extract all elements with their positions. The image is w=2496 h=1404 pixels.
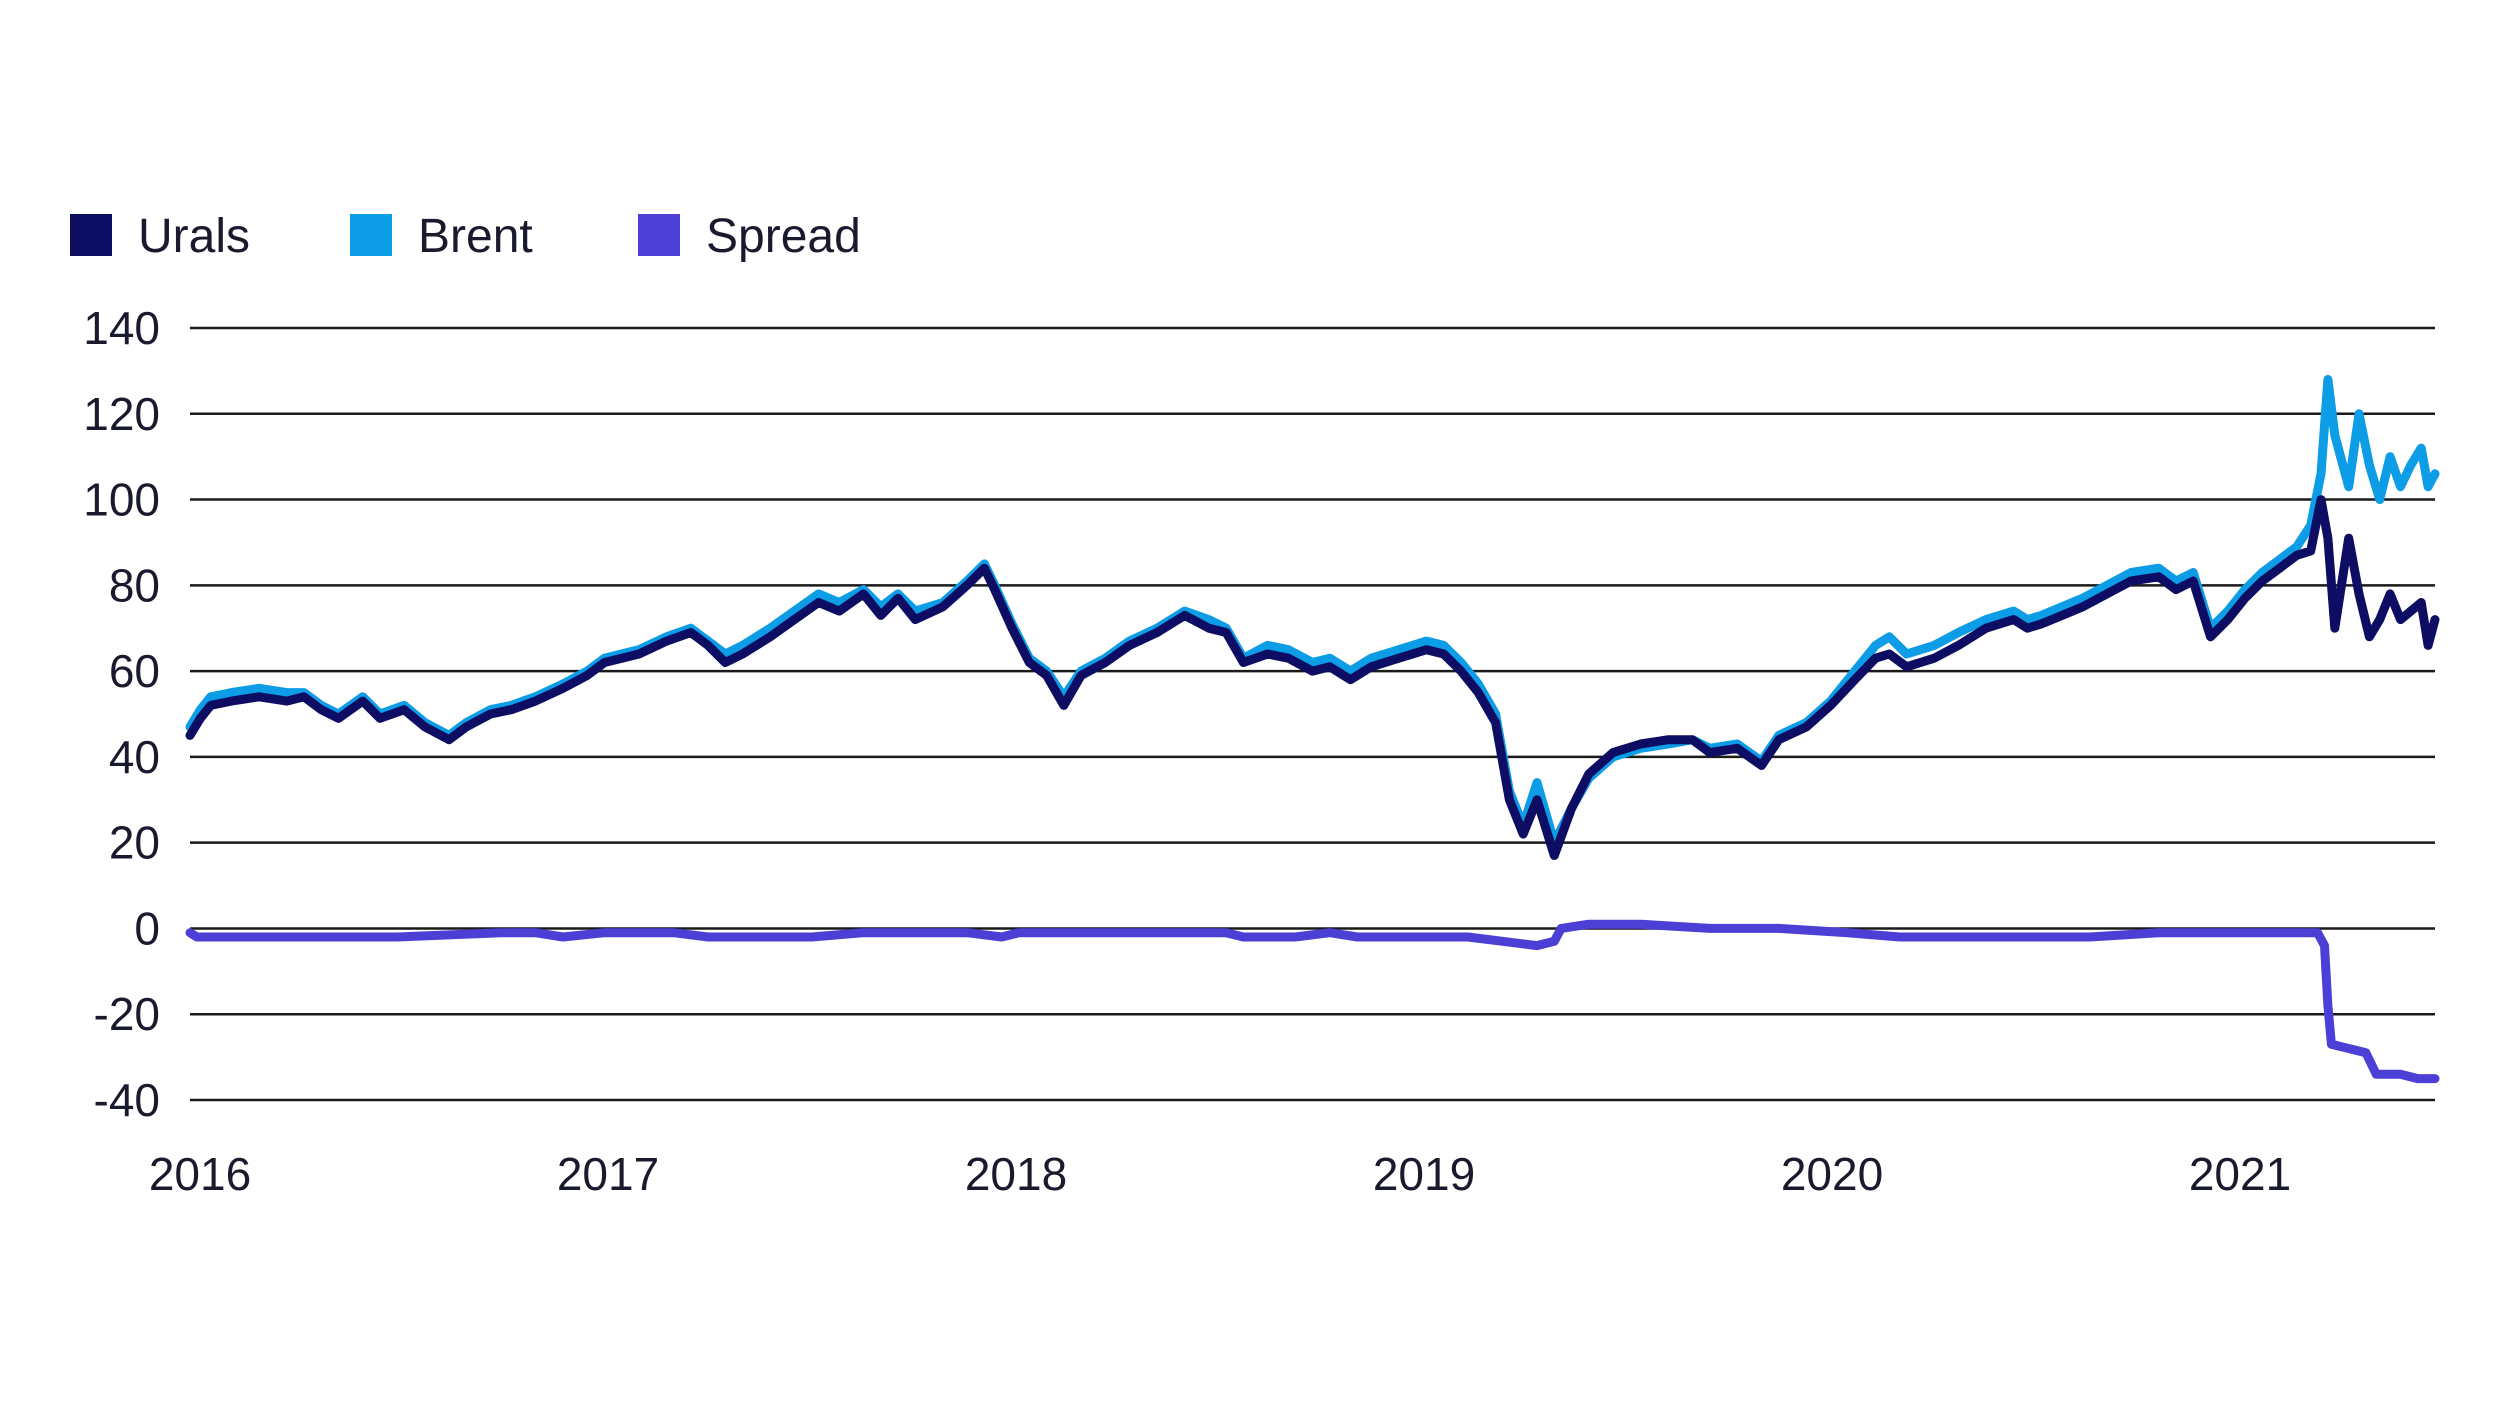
legend-label: Brent — [418, 210, 533, 263]
legend-item-brent: Brent — [350, 210, 533, 263]
y-tick-label: 140 — [83, 302, 160, 354]
y-tick-label: 80 — [109, 559, 160, 611]
y-tick-label: 40 — [109, 731, 160, 783]
legend-label: Spread — [706, 210, 861, 263]
x-tick-label: 2016 — [149, 1148, 251, 1200]
x-tick-label: 2017 — [557, 1148, 659, 1200]
x-tick-label: 2018 — [965, 1148, 1067, 1200]
y-tick-label: 100 — [83, 474, 160, 526]
gridlines — [190, 326, 2435, 1102]
x-axis: 2016 2017 2018 2019 2020 2021 — [149, 1148, 2291, 1200]
y-tick-label: 120 — [83, 388, 160, 440]
y-tick-label: 0 — [134, 902, 160, 954]
y-tick-label: 60 — [109, 645, 160, 697]
series-line-spread — [185, 919, 2440, 1084]
legend-item-urals: Urals — [70, 210, 250, 263]
x-tick-label: 2021 — [2189, 1148, 2291, 1200]
y-tick-label: 20 — [109, 817, 160, 869]
legend-item-spread: Spread — [638, 210, 861, 263]
y-tick-label: -40 — [94, 1074, 160, 1126]
legend: Urals Brent Spread — [70, 210, 861, 263]
legend-label: Urals — [138, 210, 250, 263]
x-tick-label: 2019 — [1373, 1148, 1475, 1200]
legend-swatch — [638, 214, 680, 256]
y-axis: 140 120 100 80 60 40 20 0 -20 -40 — [83, 302, 160, 1126]
x-tick-label: 2020 — [1781, 1148, 1883, 1200]
legend-swatch — [70, 214, 112, 256]
series-line-brent — [185, 375, 2440, 848]
legend-swatch — [350, 214, 392, 256]
series-line-urals — [185, 495, 2440, 860]
y-tick-label: -20 — [94, 988, 160, 1040]
series-lines — [185, 375, 2440, 1084]
